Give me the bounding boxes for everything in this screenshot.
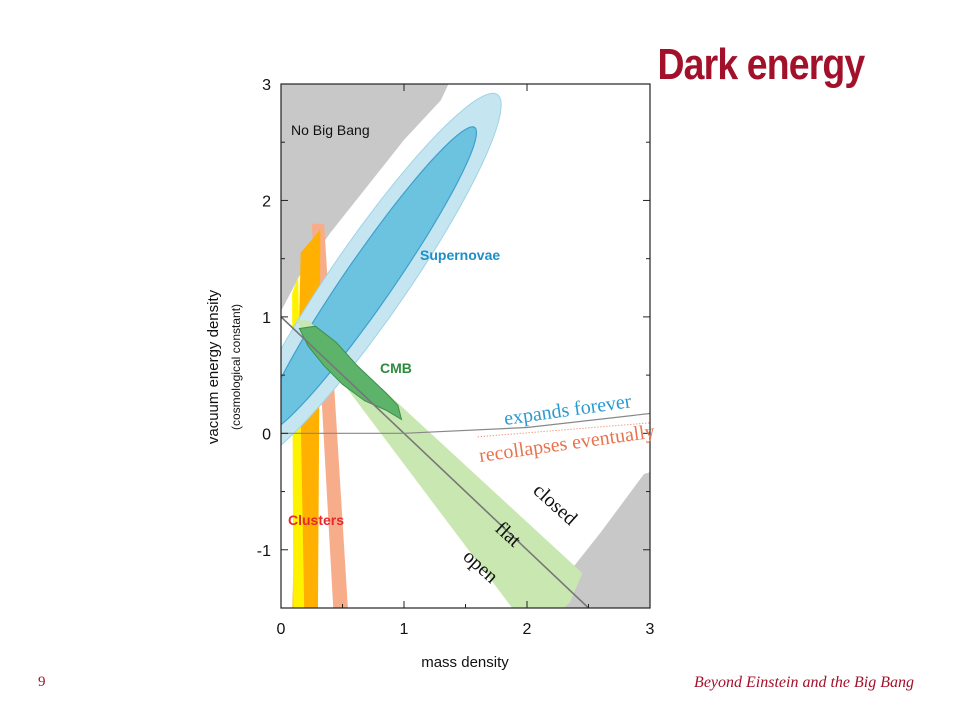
region-label-clusters: Clusters	[288, 512, 344, 528]
region-label-supernovae: Supernovae	[420, 247, 500, 263]
x-tick-label: 0	[277, 621, 286, 638]
y-tick-label: -1	[257, 543, 271, 560]
x-tick-label: 3	[646, 621, 655, 638]
y-tick-label: 1	[262, 310, 271, 327]
y-axis-sublabel: (cosmological constant)	[229, 304, 243, 430]
axis-ticks: 0 1 2 3 -1 0 1 2 3	[257, 77, 655, 638]
slide-title: Dark energy	[657, 40, 865, 89]
no-big-bang-region	[281, 84, 449, 312]
y-tick-label: 2	[262, 193, 271, 210]
footer-title: Beyond Einstein and the Big Bang	[694, 674, 914, 691]
plot-area	[281, 84, 650, 608]
annotation-closed: closed	[529, 479, 582, 530]
y-tick-label: 0	[262, 426, 271, 443]
annotation-expands-forever: expands forever	[503, 390, 633, 430]
x-axis-label: mass density	[421, 654, 509, 671]
region-label-cmb: CMB	[380, 360, 412, 376]
cmb-core	[298, 325, 403, 421]
expand-recollapse-boundary	[281, 412, 650, 434]
flat-universe-line	[281, 316, 590, 608]
page-number: 9	[38, 674, 46, 690]
region-label-no-big-bang: No Big Bang	[291, 122, 370, 138]
y-axis-label: vacuum energy density	[205, 289, 222, 444]
y-tick-label: 3	[262, 77, 271, 94]
x-tick-label: 2	[523, 621, 532, 638]
x-tick-label: 1	[400, 621, 409, 638]
